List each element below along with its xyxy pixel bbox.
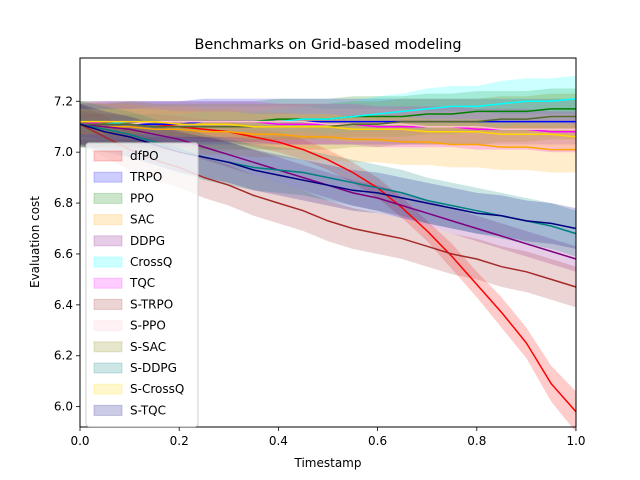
legend-swatch-s-trpo [93, 298, 123, 310]
legend-swatch-crossq [93, 256, 123, 268]
y-tick-label: 7.0 [54, 145, 73, 159]
legend-swatch-sac [93, 214, 123, 226]
x-axis: 0.0 0.2 0.4 0.6 0.8 1.0 [70, 427, 586, 448]
legend-label-ppo: PPO [130, 191, 154, 205]
legend-label-s-ddpg: S-DDPG [130, 361, 177, 375]
chart-title: Benchmarks on Grid-based modeling [194, 37, 461, 53]
x-axis-label: Timestamp [294, 456, 362, 470]
legend-label-crossq: CrossQ [130, 255, 172, 269]
legend-swatch-s-ppo [93, 320, 123, 332]
band-s-ppo [80, 106, 576, 145]
band-s-tqc [80, 103, 576, 249]
legend-swatch-ppo [93, 192, 123, 204]
legend-swatch-s-tqc [93, 404, 123, 416]
band-ddpg [80, 111, 576, 272]
band-dfpo [80, 114, 576, 433]
legend-swatch-dfpo [93, 150, 123, 162]
legend-swatch-ddpg [93, 235, 123, 247]
legend-label-s-tqc: S-TQC [130, 403, 166, 417]
legend-label-ddpg: DDPG [130, 234, 165, 248]
x-tick-label: 0.8 [467, 434, 486, 448]
legend-label-s-ppo: S-PPO [130, 319, 166, 333]
y-tick-label: 6.0 [54, 400, 73, 414]
legend-swatch-trpo [93, 171, 123, 183]
y-tick-label: 6.4 [54, 298, 73, 312]
legend-label-sac: SAC [130, 213, 154, 227]
band-s-crossq [80, 108, 576, 150]
legend-label-s-sac: S-SAC [130, 340, 166, 354]
y-tick-label: 7.2 [54, 94, 73, 108]
plot-area [79, 75, 577, 433]
band-crossq [80, 75, 576, 135]
line-trpo [80, 120, 576, 125]
legend: dfPO TRPO PPO SAC DDPG CrossQ TQC S-TRPO S-PPO S-… [85, 142, 199, 428]
x-tick-label: 0.4 [269, 434, 288, 448]
legend-swatch-s-ddpg [93, 362, 123, 374]
legend-label-trpo: TRPO [129, 170, 162, 184]
y-tick-label: 6.8 [54, 196, 73, 210]
x-tick-label: 0.2 [170, 434, 189, 448]
legend-box [85, 142, 199, 428]
y-tick-label: 6.6 [54, 247, 73, 261]
legend-label-s-trpo: S-TRPO [130, 297, 173, 311]
legend-swatch-s-sac [93, 341, 123, 353]
legend-label-dfpo: dfPO [130, 149, 159, 163]
legend-label-tqc: TQC [129, 276, 155, 290]
line-s-crossq [80, 120, 577, 138]
band-s-ddpg [80, 101, 576, 257]
x-tick-label: 1.0 [566, 434, 585, 448]
x-tick-label: 0.6 [368, 434, 387, 448]
band-trpo [80, 98, 576, 148]
legend-swatch-s-crossq [93, 383, 123, 395]
line-dfpo [80, 123, 577, 413]
x-tick-label: 0.0 [70, 434, 89, 448]
legend-swatch-tqc [93, 277, 123, 289]
axes-frame [79, 57, 577, 428]
legend-label-s-crossq: S-CrossQ [130, 382, 184, 396]
y-axis-label: Evaluation cost [28, 196, 42, 288]
y-axis: 6.0 6.2 6.4 6.6 6.8 7.0 7.2 [54, 94, 80, 414]
y-tick-label: 6.2 [54, 349, 73, 363]
line-sac [79, 123, 576, 151]
line-s-ppo [80, 120, 576, 131]
band-ppo [80, 88, 576, 145]
